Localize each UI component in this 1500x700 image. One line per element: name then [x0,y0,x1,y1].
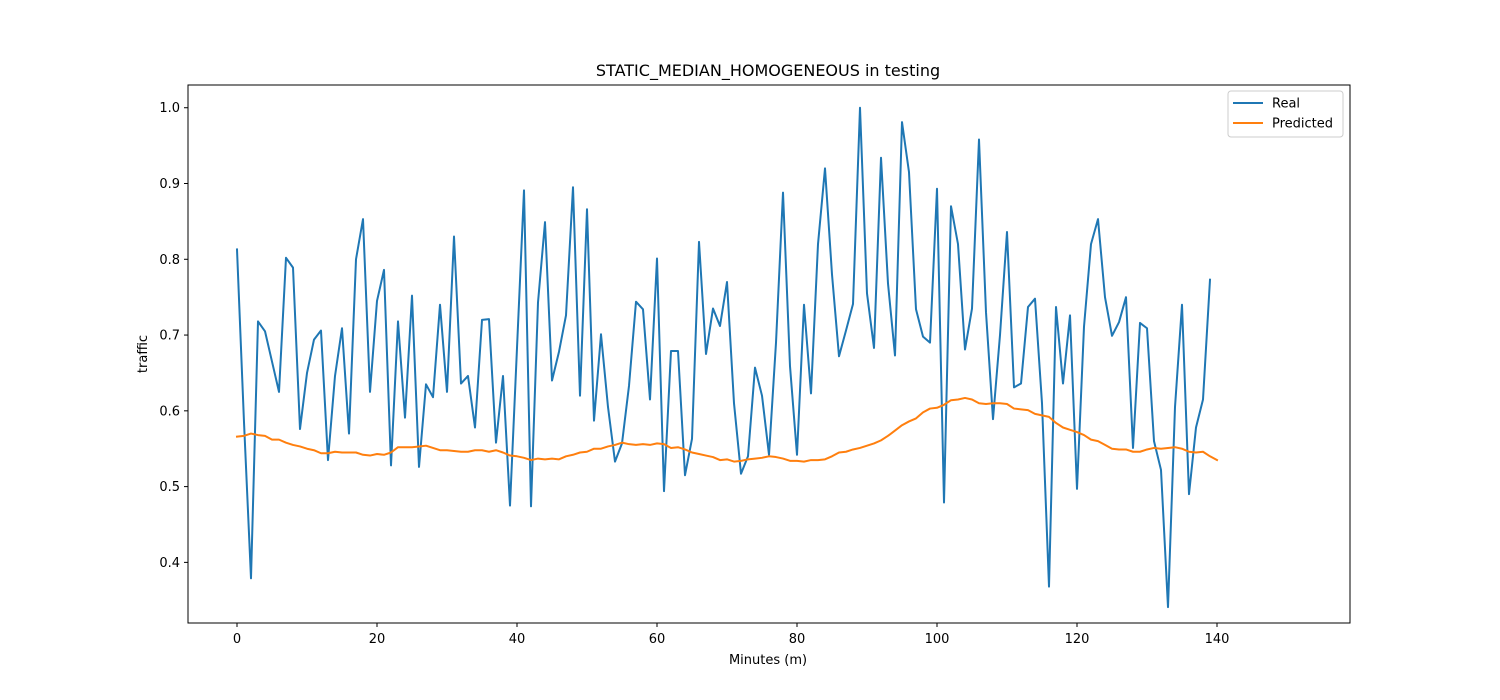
ticks-layer: 0 20 40 60 80 100 120 140 0.4 0.5 0.6 0.7 0.8 0.9 1.0 [159,101,1229,647]
x-tick-label: 80 [789,632,806,647]
x-tick-label: 40 [509,632,526,647]
x-tick-label: 100 [925,632,950,647]
legend-label-real: Real [1272,97,1300,112]
y-tick-label: 0.8 [159,253,180,268]
y-tick-label: 0.6 [159,404,180,419]
chart-title: STATIC_MEDIAN_HOMOGENEOUS in testing [596,61,940,81]
x-tick-label: 140 [1205,632,1230,647]
x-axis-title: Minutes (m) [729,653,807,668]
legend: Real Predicted [1227,90,1344,138]
series-line-real [235,106,1212,609]
y-tick-label: 0.4 [159,556,180,571]
y-tick-label: 0.5 [159,480,180,495]
x-tick-label: 60 [649,632,666,647]
series-layer [235,106,1219,609]
x-tick-label: 0 [233,632,241,647]
series-line-predicted [235,396,1219,463]
legend-label-predicted: Predicted [1272,117,1333,132]
y-tick-label: 0.9 [159,177,180,192]
y-axis-title: traffic [136,335,151,373]
plot-frame [187,84,1351,624]
y-tick-label: 1.0 [159,101,180,116]
x-tick-label: 20 [369,632,386,647]
y-tick-label: 0.7 [159,329,180,344]
x-tick-label: 120 [1065,632,1090,647]
